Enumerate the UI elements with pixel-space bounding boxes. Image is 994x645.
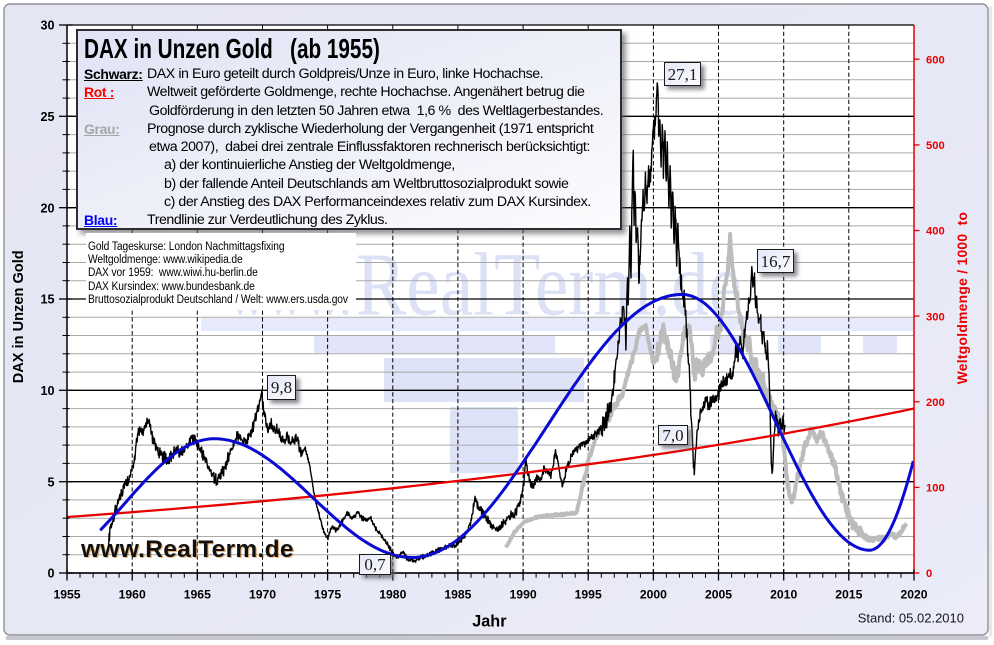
- svg-text:Stand: 05.02.2010: Stand: 05.02.2010: [858, 611, 964, 626]
- svg-text:DAX in Unzen Gold: DAX in Unzen Gold: [11, 250, 27, 383]
- svg-text:500: 500: [926, 140, 945, 152]
- svg-text:2005: 2005: [705, 587, 732, 601]
- svg-text:1975: 1975: [314, 587, 341, 601]
- svg-text:2000: 2000: [640, 587, 667, 601]
- svg-text:1955: 1955: [53, 587, 80, 601]
- svg-text:1995: 1995: [575, 587, 602, 601]
- svg-text:2020: 2020: [900, 587, 927, 601]
- svg-text:5: 5: [47, 475, 54, 489]
- svg-text:300: 300: [926, 311, 945, 323]
- svg-text:Weltgoldmenge / 1000 to: Weltgoldmenge / 1000 to: [955, 212, 970, 385]
- svg-text:1990: 1990: [510, 587, 537, 601]
- svg-text:1965: 1965: [184, 587, 211, 601]
- svg-text:20: 20: [40, 201, 54, 215]
- svg-text:Jahr: Jahr: [472, 613, 507, 631]
- svg-text:1985: 1985: [444, 587, 471, 601]
- svg-text:1960: 1960: [119, 587, 146, 601]
- svg-text:0: 0: [926, 568, 932, 580]
- svg-text:100: 100: [926, 483, 945, 495]
- svg-text:30: 30: [40, 19, 54, 33]
- svg-text:400: 400: [926, 226, 945, 238]
- svg-text:1980: 1980: [379, 587, 406, 601]
- svg-text:200: 200: [926, 397, 945, 409]
- svg-text:1970: 1970: [249, 587, 276, 601]
- svg-text:15: 15: [40, 293, 54, 307]
- svg-text:0: 0: [47, 567, 54, 581]
- svg-text:25: 25: [40, 110, 54, 124]
- svg-text:2015: 2015: [835, 587, 862, 601]
- svg-text:10: 10: [40, 384, 54, 398]
- svg-text:600: 600: [926, 55, 945, 67]
- svg-text:2010: 2010: [770, 587, 797, 601]
